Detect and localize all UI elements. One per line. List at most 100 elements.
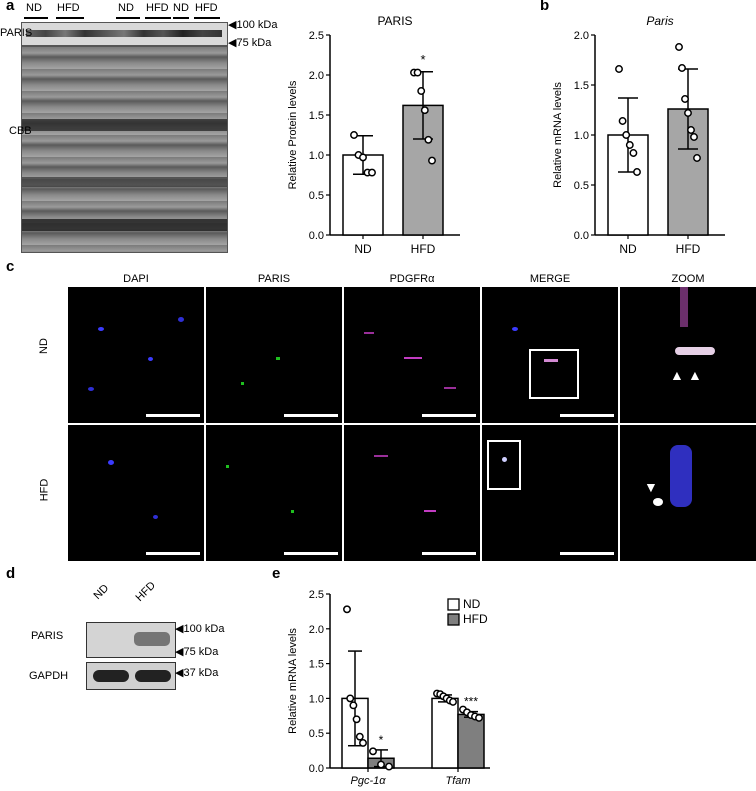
y-tick-label: 0.5 [309, 728, 324, 740]
significance-label: * [420, 52, 425, 67]
panel-letter-c: c [6, 258, 15, 275]
data-point [449, 697, 457, 706]
data-point [369, 747, 377, 756]
x-tick-label: HFD [411, 242, 436, 256]
nucleus [178, 317, 184, 322]
row-label-hfd: HFD [38, 478, 51, 502]
y-tick-label: 1.0 [309, 693, 324, 705]
signal [424, 510, 436, 512]
scale-bar [560, 552, 614, 555]
data-point [359, 738, 367, 747]
lane-label: ND [26, 2, 42, 14]
signal [276, 357, 280, 360]
column-label-pdgfra: PDGFRα [389, 273, 435, 285]
y-tick-label: 0.0 [574, 230, 589, 242]
arrowhead-icon: ▼ [644, 479, 658, 495]
lane-label: HFD [195, 2, 218, 14]
data-point [346, 694, 355, 703]
y-axis-label: Relative mRNA levels [552, 82, 564, 188]
marker-label: 37 kDa [183, 667, 219, 679]
panel-letter-e: e [272, 565, 281, 582]
data-point [424, 135, 433, 144]
legend-swatch [447, 598, 460, 611]
legend-label: ND [463, 597, 481, 611]
legend-swatch [447, 613, 460, 626]
y-tick-label: 1.0 [574, 130, 589, 142]
chart-title: PARIS [377, 14, 412, 28]
lane-underline [116, 17, 140, 19]
marker-37-label: ◀37 kDa [175, 667, 219, 679]
chart-a: 0.0 0.5 1.0 1.5 2.0 2.5 Relative Protein level… [287, 14, 460, 256]
blot-row-label: PARIS [0, 27, 33, 39]
paris-blot-strip [86, 622, 176, 658]
y-tick-label: 1.5 [309, 659, 324, 671]
micrograph-nd-dapi [68, 287, 204, 423]
micrograph-nd-paris [206, 287, 342, 423]
lane-label: HFD [133, 579, 158, 604]
column-label-dapi: DAPI [123, 273, 149, 285]
y-tick-label: 2.0 [574, 30, 589, 42]
signal [675, 347, 715, 355]
x-tick-label: ND [354, 242, 372, 256]
signal [374, 455, 388, 457]
data-point [377, 760, 385, 769]
column-label-zoom: ZOOM [671, 273, 705, 285]
significance-label: * [379, 733, 384, 747]
paris-band [134, 632, 170, 646]
data-point [417, 87, 426, 95]
signal [653, 498, 663, 506]
gapdh-band [135, 670, 171, 682]
lane-label: ND [118, 2, 134, 14]
x-tick-label: Pgc-1α [350, 775, 386, 787]
micrograph-hfd-pdgfra [344, 425, 480, 561]
gapdh-blot-strip [86, 662, 176, 690]
y-tick-label: 0.5 [309, 190, 324, 202]
bar [431, 697, 459, 769]
data-point [678, 64, 686, 72]
micrograph-nd-merge [482, 287, 618, 423]
blot-row-label: CBB [9, 125, 32, 137]
y-axis-label: Relative Protein levels [287, 80, 299, 189]
data-point [690, 133, 698, 141]
micrograph-hfd-zoom: ▼ [620, 425, 756, 561]
data-point [368, 168, 376, 177]
scale-bar [422, 414, 476, 417]
x-tick-label: ND [619, 242, 637, 256]
x-tick-label: HFD [676, 242, 701, 256]
data-point [428, 156, 436, 165]
marker-75-label: ◀75 kDa [228, 37, 272, 49]
arrowhead-icon: ▲ [688, 367, 702, 383]
signal [502, 457, 507, 462]
data-point [625, 141, 634, 149]
lane-underline [173, 17, 189, 19]
data-point [618, 117, 627, 125]
data-point [475, 713, 483, 722]
lane-label: HFD [57, 2, 80, 14]
nucleus [153, 515, 158, 519]
data-point [350, 131, 358, 139]
data-point [349, 701, 358, 710]
gel-band [22, 177, 227, 187]
signal [291, 510, 294, 513]
scale-bar [146, 414, 200, 417]
micrograph-hfd-paris [206, 425, 342, 561]
micrograph-hfd-dapi [68, 425, 204, 561]
y-tick-label: 1.5 [309, 110, 324, 122]
lane-underline [145, 17, 171, 19]
data-point [675, 43, 683, 51]
gel-band [22, 119, 227, 131]
marker-75-label: ◀75 kDa [175, 646, 219, 658]
column-label-paris: PARIS [257, 273, 291, 285]
chart-title: Paris [646, 14, 673, 28]
y-axis-label: Relative mRNA levels [287, 628, 299, 734]
zoom-box [529, 349, 579, 399]
y-tick-label: 0.0 [309, 230, 324, 242]
panel-letter-d: d [6, 565, 16, 582]
data-point [622, 131, 631, 139]
scale-bar [560, 414, 614, 417]
data-point [355, 732, 364, 741]
data-point [352, 715, 361, 724]
lane-underline [56, 17, 84, 19]
panel-letter-a: a [6, 0, 15, 14]
x-tick-label: Tfam [445, 775, 470, 787]
